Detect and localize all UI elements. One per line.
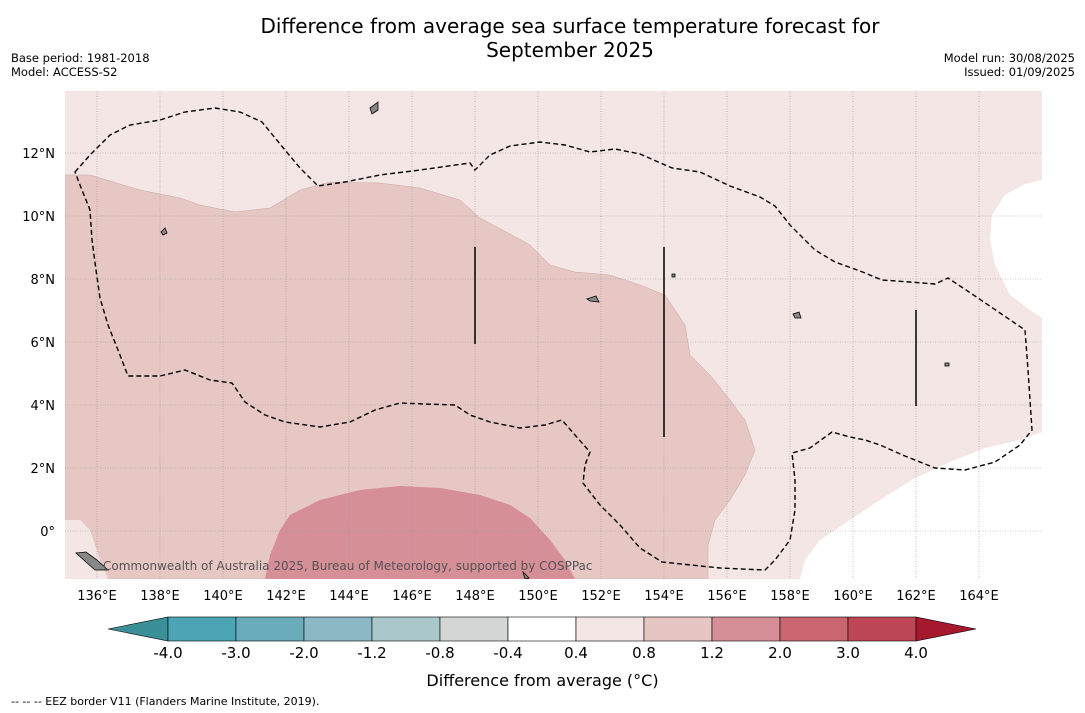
colorbar-segment xyxy=(167,616,237,642)
x-tick-160: 160°E xyxy=(833,589,873,604)
colorbar-label: Difference from average (°C) xyxy=(426,671,659,690)
y-tick-10n: 10°N xyxy=(22,210,55,225)
y-tick-12n: 12°N xyxy=(22,147,55,162)
island-8 xyxy=(522,570,530,579)
colorbar-tick-label: -0.4 xyxy=(493,644,522,662)
colorbar-segment xyxy=(439,616,509,642)
model-run: Model run: 30/08/2025 xyxy=(943,51,1075,65)
section-lines xyxy=(474,247,917,437)
island-5 xyxy=(75,551,110,571)
colorbar-segment xyxy=(847,616,917,642)
near-normal-area-southeast xyxy=(800,432,1042,579)
x-axis-labels: 136°E 138°E 140°E 142°E 144°E 146°E 148°… xyxy=(77,589,999,604)
x-tick-138: 138°E xyxy=(140,589,180,604)
grid-parallels xyxy=(65,152,1042,532)
y-tick-8n: 8°N xyxy=(31,273,56,288)
y-tick-2n: 2°N xyxy=(31,462,56,477)
colorbar-segment xyxy=(371,616,441,642)
eez-border xyxy=(74,107,1033,571)
x-tick-148: 148°E xyxy=(455,589,495,604)
map-title: Difference from average sea surface temp… xyxy=(200,14,940,62)
base-period: Base period: 1981-2018 xyxy=(11,51,150,65)
colorbar-tick-label: -1.2 xyxy=(357,644,386,662)
island-3 xyxy=(586,295,600,303)
anomaly-1-2-to-2-0-area xyxy=(265,486,575,579)
islands xyxy=(75,101,950,579)
y-tick-0: 0° xyxy=(40,525,55,540)
x-tick-140: 140°E xyxy=(203,589,243,604)
colorbar-segment xyxy=(303,616,373,642)
colorbar-tick-label: 2.0 xyxy=(768,644,792,662)
colorbar-segment xyxy=(643,616,713,642)
colorbar-extend-low xyxy=(107,616,169,642)
x-tick-146: 146°E xyxy=(392,589,432,604)
footer-note: -- -- -- EEZ border V11 (Flanders Marine… xyxy=(11,695,320,708)
x-tick-156: 156°E xyxy=(707,589,747,604)
x-tick-158: 158°E xyxy=(770,589,810,604)
colorbar-tick-label: 1.2 xyxy=(700,644,724,662)
issued-date: Issued: 01/09/2025 xyxy=(964,65,1075,79)
near-normal-area-east xyxy=(990,180,1042,318)
island-7 xyxy=(671,273,676,278)
model-name: Model: ACCESS-S2 xyxy=(11,65,118,79)
run-info: Model run: 30/08/2025 Issued: 01/09/2025 xyxy=(944,51,1075,79)
colorbar-tick-label: -0.8 xyxy=(425,644,454,662)
island-6 xyxy=(944,362,950,367)
colorbar-tick-label: 3.0 xyxy=(836,644,860,662)
colorbar-tick-label: -4.0 xyxy=(153,644,182,662)
colorbar-tick-label: 4.0 xyxy=(904,644,928,662)
x-tick-152: 152°E xyxy=(581,589,621,604)
anomaly-0-8-to-1-2-area xyxy=(65,174,756,579)
x-tick-136: 136°E xyxy=(77,589,117,604)
y-axis-labels: 12°N 10°N 8°N 6°N 4°N 2°N 0° xyxy=(22,147,55,540)
colorbar-segment xyxy=(779,616,849,642)
base-info: Base period: 1981-2018 Model: ACCESS-S2 xyxy=(11,51,150,79)
colorbar-segment xyxy=(507,616,577,642)
x-tick-150: 150°E xyxy=(518,589,558,604)
title-line-1: Difference from average sea surface temp… xyxy=(260,14,880,38)
x-tick-142: 142°E xyxy=(266,589,306,604)
island-1 xyxy=(369,101,379,115)
x-tick-144: 144°E xyxy=(329,589,369,604)
colorbar-tick-label: 0.8 xyxy=(632,644,656,662)
colorbar-tick-label: -3.0 xyxy=(221,644,250,662)
y-tick-4n: 4°N xyxy=(31,399,56,414)
colorbar-extend-high xyxy=(915,616,977,642)
y-tick-6n: 6°N xyxy=(31,336,56,351)
credit-text: Commonwealth of Australia 2025, Bureau o… xyxy=(103,559,593,573)
colorbar-segment xyxy=(711,616,781,642)
x-tick-162: 162°E xyxy=(896,589,936,604)
colorbar-tick-label: -2.0 xyxy=(289,644,318,662)
colorbar: -4.0 -3.0 -2.0 -1.2 -0.8 -0.4 0.4 0.8 1.2 2.0 3.0 4… xyxy=(107,616,977,662)
colorbar-tick-label: 0.4 xyxy=(564,644,588,662)
island-4 xyxy=(792,311,802,319)
x-tick-164: 164°E xyxy=(959,589,999,604)
colorbar-segment xyxy=(235,616,305,642)
x-tick-154: 154°E xyxy=(644,589,684,604)
colorbar-segment xyxy=(575,616,645,642)
title-line-2: September 2025 xyxy=(486,38,654,62)
island-2 xyxy=(160,227,168,236)
